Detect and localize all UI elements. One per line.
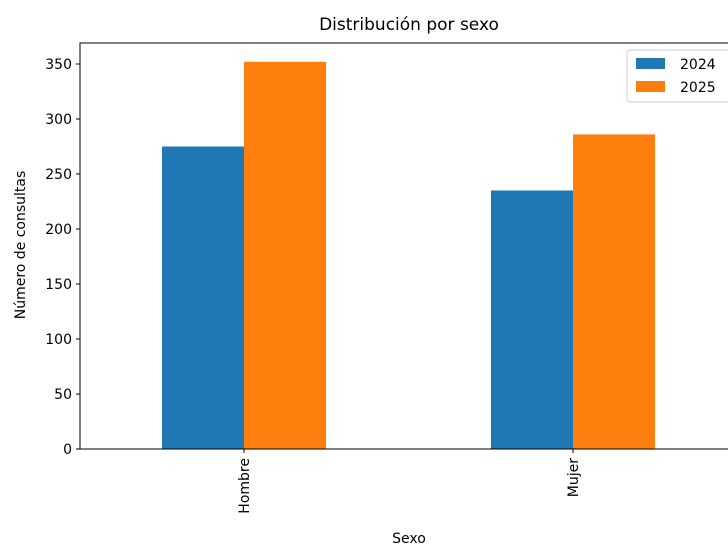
x-axis: Hombre Mujer [237, 449, 582, 514]
y-tick-label: 250 [45, 167, 72, 183]
y-tick-label: 50 [54, 387, 72, 403]
x-tick-label-hombre: Hombre [237, 458, 253, 514]
y-tick-label: 100 [45, 332, 72, 348]
legend-label-2024: 2024 [680, 57, 716, 73]
y-tick-label: 300 [45, 112, 72, 128]
y-axis-label: Número de consultas [13, 171, 29, 320]
legend-swatch-2025 [636, 81, 665, 92]
y-axis: 0 50 100 150 200 250 300 350 [45, 57, 80, 458]
legend: 2024 2025 [626, 49, 728, 103]
bars-group [162, 61, 655, 450]
bar-2024-hombre [162, 146, 244, 449]
y-tick-label: 0 [63, 442, 72, 458]
chart-title: Distribución por sexo [319, 15, 499, 35]
y-tick-label: 150 [45, 277, 72, 293]
y-tick-label: 200 [45, 222, 72, 238]
bar-2025-mujer [573, 134, 655, 449]
y-tick-label: 350 [45, 57, 72, 73]
bar-2024-mujer [491, 190, 573, 449]
legend-swatch-2024 [636, 58, 665, 69]
legend-label-2025: 2025 [680, 80, 716, 96]
x-tick-label-mujer: Mujer [566, 458, 582, 497]
plot-frame [79, 42, 728, 450]
x-axis-label: Sexo [392, 531, 426, 547]
bar-2025-hombre [244, 61, 326, 450]
